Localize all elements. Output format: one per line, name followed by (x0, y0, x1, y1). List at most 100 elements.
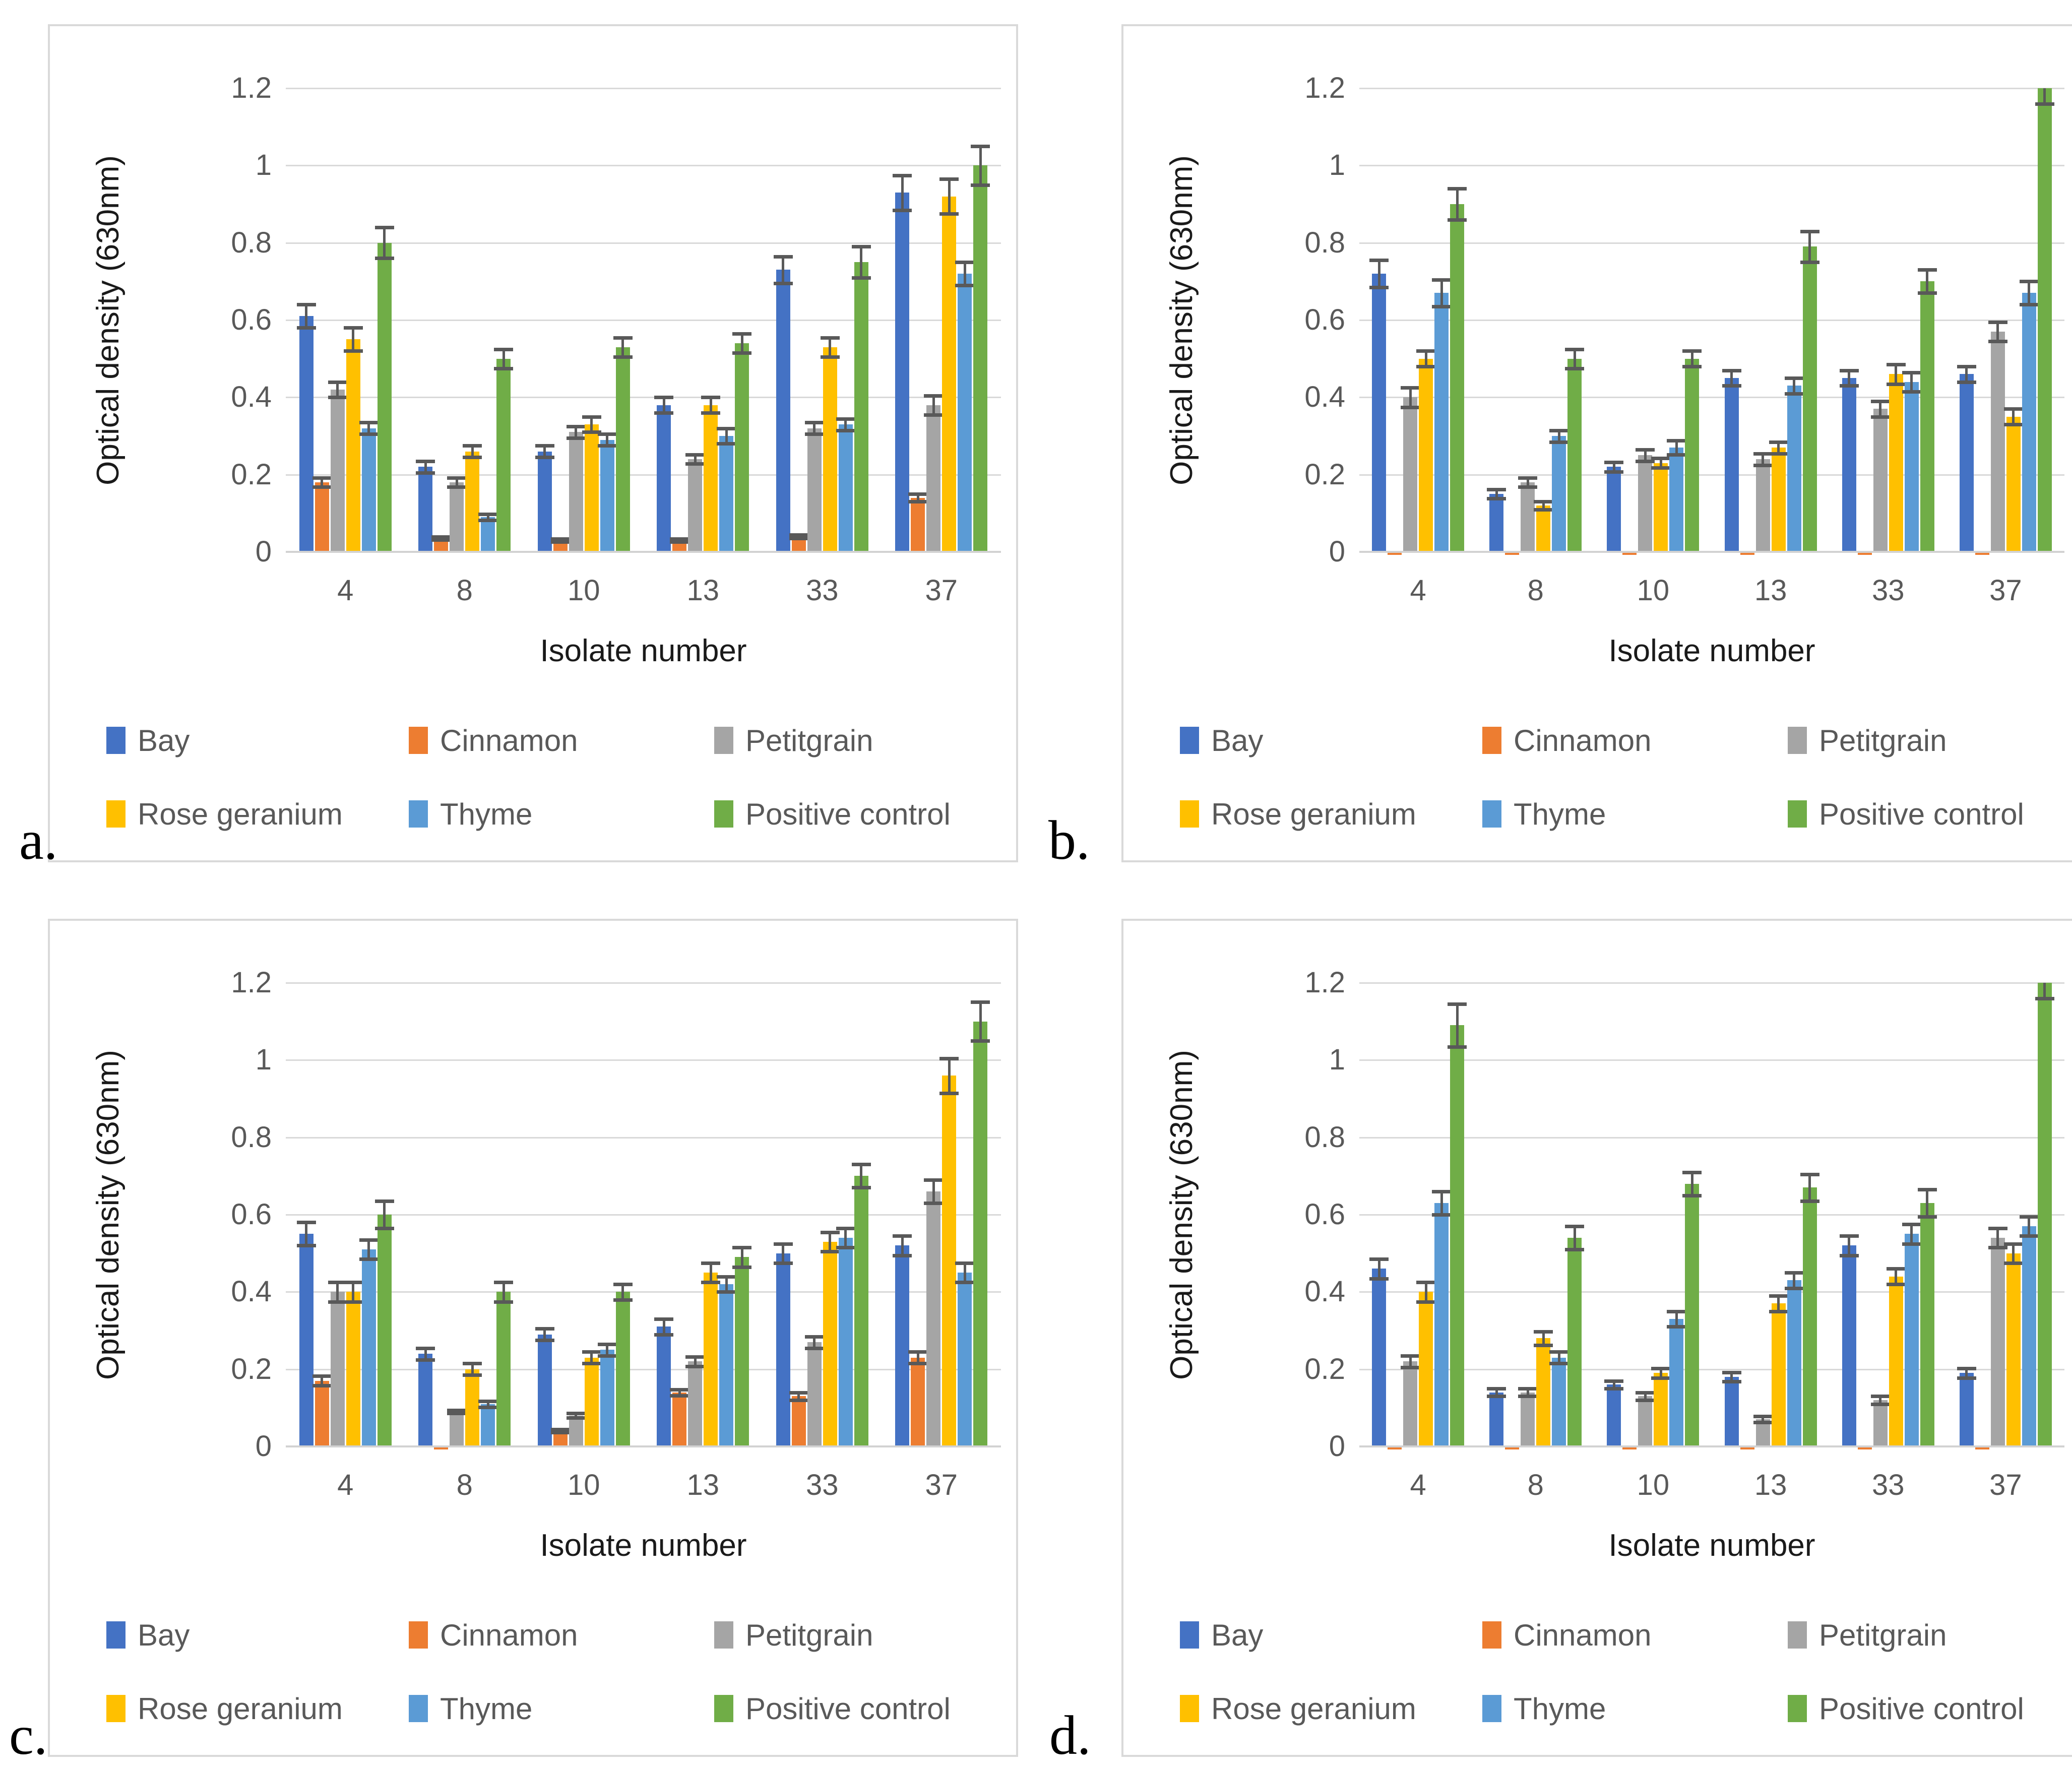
legend-swatch-cinnamon (409, 1621, 428, 1649)
error-bar-cap-top (1682, 349, 1702, 353)
gridline (286, 1136, 1001, 1139)
bar-rose-geranium-37 (2006, 1253, 2021, 1446)
bar-rose-geranium-4 (346, 1292, 360, 1446)
error-bar-cap-top (431, 535, 451, 539)
error-bar-cap-top (820, 336, 840, 340)
error-bar (662, 397, 665, 413)
error-bar (1777, 1296, 1780, 1311)
legend-item-positive-control: Positive control (1788, 795, 2024, 833)
error-bar-cap-bottom (836, 1246, 855, 1250)
error-bar-cap-bottom (924, 413, 944, 417)
legend-label-rose-geranium: Rose geranium (1211, 1691, 1416, 1726)
error-bar (1675, 440, 1678, 455)
error-bar-cap-bottom (893, 1253, 912, 1257)
error-bar-cap-bottom (1518, 1395, 1538, 1399)
error-bar-cap-bottom (701, 411, 721, 415)
x-tick-label: 13 (686, 1469, 719, 1501)
bar-rose-geranium-10 (584, 1357, 599, 1446)
error-bar-cap-top (550, 537, 570, 541)
error-bar (813, 1336, 816, 1348)
y-tick-label: 0.8 (231, 1120, 272, 1154)
error-bar-cap-bottom (597, 1354, 617, 1358)
bar-rose-geranium-4 (346, 339, 360, 552)
error-bar-cap-bottom (1565, 1248, 1585, 1251)
bar-thyme-13 (1787, 1280, 1801, 1446)
bar-positive-control-8 (496, 1292, 511, 1446)
x-tick-label: 10 (1637, 1469, 1670, 1501)
error-bar-cap-bottom (893, 208, 912, 212)
error-bar (1910, 1224, 1913, 1244)
legend-label-petitgrain: Petitgrain (1819, 723, 1947, 757)
legend-item-cinnamon: Cinnamon (409, 722, 578, 759)
error-bar-cap-bottom (2035, 996, 2054, 1000)
bar-petitgrain-33 (1873, 409, 1888, 552)
y-tick-label: 0.6 (231, 1198, 272, 1231)
legend-item-positive-control: Positive control (714, 1690, 951, 1727)
error-bar-cap-top (1839, 368, 1859, 372)
error-bar-cap-bottom (374, 1226, 394, 1230)
legend-item-petitgrain: Petitgrain (714, 722, 873, 759)
error-bar (901, 175, 904, 210)
legend-swatch-positive-control (714, 1695, 733, 1722)
bar-rose-geranium-10 (1654, 463, 1668, 552)
error-bar-cap-bottom (1549, 1362, 1569, 1366)
legend-label-petitgrain: Petitgrain (745, 723, 873, 757)
error-bar-cap-bottom (1565, 366, 1585, 370)
error-bar-cap-top (1487, 487, 1506, 491)
bar-chart-c: 0 0.2 0.4 0.6 0.8 1 1.2 Optical density (630nm)… (50, 921, 1016, 1755)
error-bar-cap-top (654, 396, 674, 400)
error-bar (1793, 378, 1796, 394)
error-bar-cap-top (478, 1399, 498, 1403)
error-bar (1910, 372, 1913, 392)
error-bar (829, 1232, 832, 1251)
bar-positive-control-13 (735, 1257, 749, 1446)
error-bar-cap-bottom (1667, 1325, 1686, 1329)
error-bar (1557, 430, 1560, 442)
bar-cinnamon-8 (1505, 551, 1520, 555)
error-bar-cap-top (654, 1317, 674, 1321)
error-bar-cap-top (939, 177, 959, 181)
error-bar-cap-top (328, 1281, 347, 1285)
error-bar-cap-top (1401, 386, 1420, 390)
error-bar-cap-top (1565, 347, 1585, 351)
error-bar-cap-bottom (939, 1091, 959, 1095)
error-bar-cap-top (701, 1261, 721, 1265)
bar-bay-37 (895, 193, 910, 552)
y-tick-label: 1.2 (231, 72, 272, 104)
error-bar-cap-bottom (447, 1412, 467, 1416)
error-bar (678, 1389, 681, 1396)
legend-label-thyme: Thyme (1514, 1691, 1606, 1726)
error-bar-cap-bottom (939, 212, 959, 216)
bar-bay-8 (1489, 494, 1504, 552)
error-bar-cap-bottom (1917, 291, 1937, 295)
legend-swatch-petitgrain (714, 1621, 733, 1649)
legend-swatch-rose-geranium (106, 800, 125, 828)
error-bar-cap-top (789, 533, 808, 537)
bar-petitgrain-33 (807, 428, 822, 552)
error-bar-cap-bottom (494, 366, 514, 370)
error-bar (2028, 281, 2031, 305)
error-bar-cap-top (494, 1281, 514, 1285)
bar-thyme-10 (600, 1350, 614, 1446)
error-bar (932, 395, 935, 415)
error-bar (1926, 1189, 1929, 1217)
error-bar-cap-bottom (1534, 1344, 1553, 1348)
legend-item-thyme: Thyme (1482, 1690, 1606, 1727)
error-bar (860, 246, 863, 278)
error-bar (1557, 1352, 1560, 1364)
error-bar-cap-bottom (1448, 1045, 1467, 1049)
legend-label-positive-control: Positive control (1819, 1691, 2024, 1726)
error-bar-cap-bottom (1604, 1387, 1624, 1391)
bar-bay-33 (1842, 378, 1856, 552)
error-bar-cap-bottom (1518, 485, 1538, 489)
x-tick-label: 8 (456, 574, 473, 607)
error-bar-cap-top (597, 432, 617, 436)
error-bar-cap-top (1549, 1350, 1569, 1354)
bar-petitgrain-8 (450, 482, 464, 552)
y-tick-label: 1 (255, 1043, 272, 1077)
error-bar-cap-bottom (732, 351, 752, 355)
bar-rose-geranium-8 (1536, 1338, 1551, 1446)
bar-thyme-33 (838, 1238, 853, 1446)
error-bar (543, 446, 546, 458)
error-bar-cap-top (1886, 1267, 1906, 1271)
